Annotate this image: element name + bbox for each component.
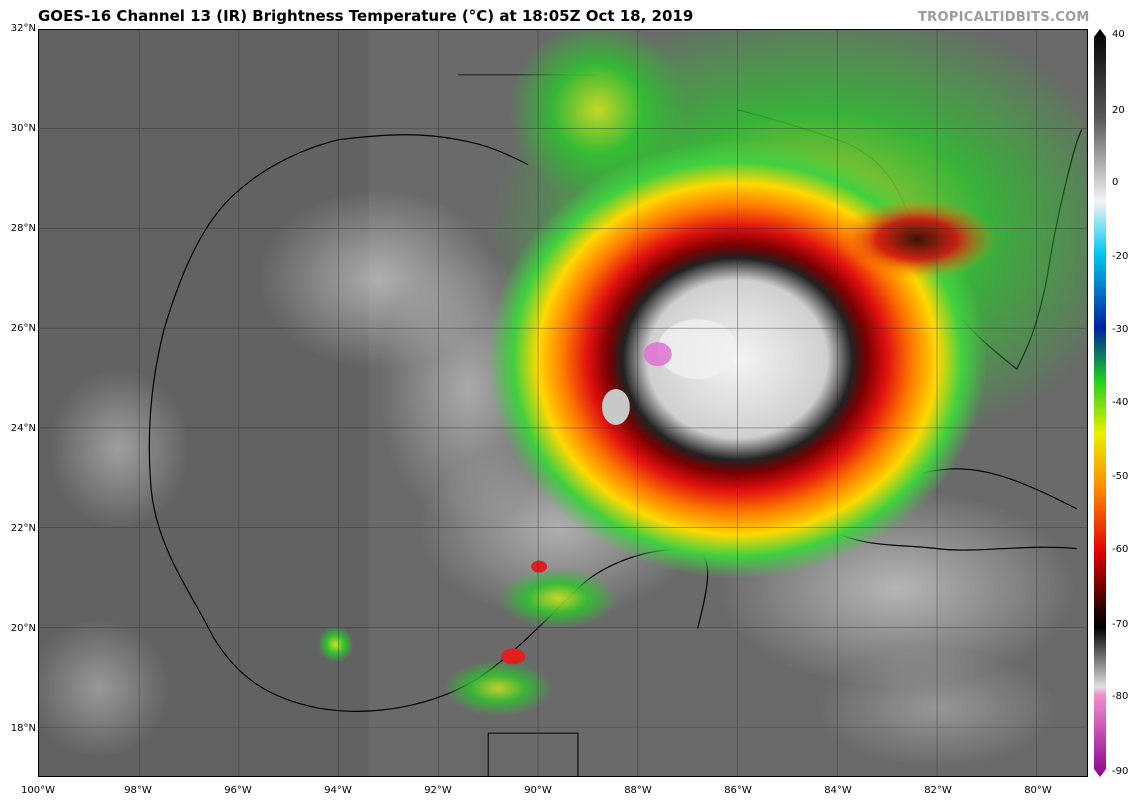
lat-label: 20°N (10, 623, 36, 634)
lon-label: 100°W (21, 785, 55, 796)
lat-label: 28°N (10, 223, 36, 234)
colorbar-label: -50 (1112, 471, 1129, 482)
colorbar-label: -20 (1112, 251, 1129, 262)
lon-label: 98°W (124, 785, 152, 796)
lon-label: 86°W (724, 785, 752, 796)
lon-label: 82°W (924, 785, 952, 796)
colorbar-label: 0 (1112, 177, 1119, 188)
colorbar-label: 20 (1112, 105, 1125, 116)
lat-label: 32°N (10, 23, 36, 34)
lon-label: 96°W (224, 785, 252, 796)
colorbar-label: -60 (1112, 544, 1129, 555)
lon-label: 92°W (424, 785, 452, 796)
satellite-map (38, 29, 1088, 777)
lon-label: 84°W (824, 785, 852, 796)
lat-label: 24°N (10, 423, 36, 434)
lon-label: 90°W (524, 785, 552, 796)
lon-label: 80°W (1024, 785, 1052, 796)
colorbar-label: 40 (1112, 29, 1125, 40)
colorbar-label: -30 (1112, 324, 1129, 335)
colorbar-label: -80 (1112, 691, 1129, 702)
colorbar-label: -40 (1112, 397, 1129, 408)
site-watermark: TROPICALTIDBITS.COM (918, 10, 1090, 25)
lat-label: 18°N (10, 723, 36, 734)
lat-label: 26°N (10, 323, 36, 334)
lon-label: 88°W (624, 785, 652, 796)
map-title: GOES-16 Channel 13 (IR) Brightness Tempe… (38, 7, 694, 25)
temperature-colorbar (1094, 29, 1106, 777)
lat-label: 22°N (10, 523, 36, 534)
lon-label: 94°W (324, 785, 352, 796)
colorbar-label: -70 (1112, 619, 1129, 630)
lat-label: 30°N (10, 123, 36, 134)
colorbar-label: -90 (1112, 766, 1129, 777)
